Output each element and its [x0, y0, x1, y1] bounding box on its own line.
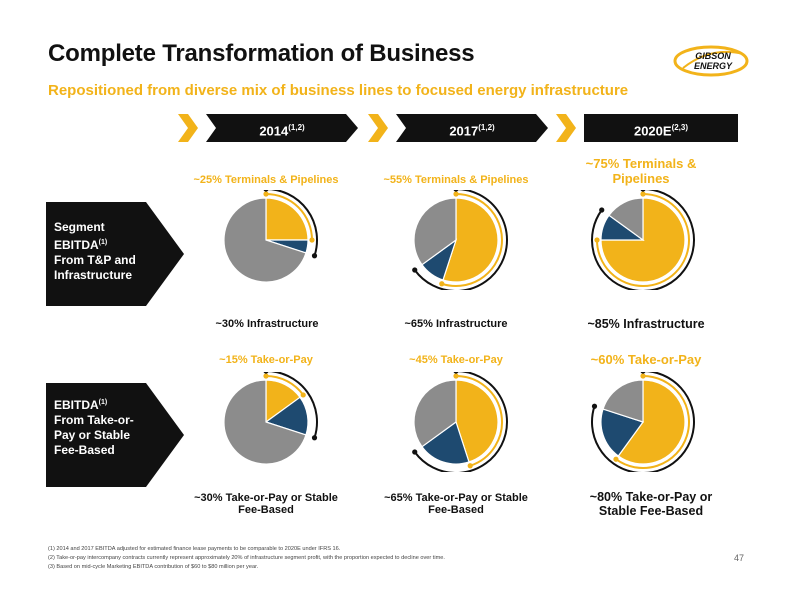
column-header-2020e: 2020E(2,3)	[556, 114, 740, 142]
row-label-background	[46, 202, 184, 306]
bracket-arc-total	[265, 190, 318, 257]
bracket-arc-total-endpoint	[591, 403, 598, 409]
footnote: (3) Based on mid-cycle Marketing EBITDA …	[48, 564, 259, 570]
pie-slice-take-or-pay	[455, 379, 499, 463]
pie-slice-terminals-pipelines	[265, 197, 309, 241]
bracket-arc-total-endpoint	[453, 372, 459, 374]
column-footnote-ref: (1,2)	[288, 123, 305, 132]
bracket-arc-total	[265, 372, 318, 439]
pie-chart-2017-take-or-pay	[412, 372, 508, 472]
bracket-arc-total-endpoint	[263, 190, 269, 192]
bracket-arc-primary	[615, 375, 690, 469]
bracket-arc-primary-endpoint	[263, 373, 269, 379]
chevron-icon	[368, 114, 388, 142]
pie-chart-2017-segment	[412, 190, 508, 290]
bracket-arc-total-endpoint	[640, 190, 646, 192]
bracket-arc-total-endpoint	[263, 372, 269, 374]
row-label-title: Segment EBITDA	[54, 220, 105, 252]
chevron-icon	[178, 114, 198, 142]
bracket-arc-total-endpoint	[412, 267, 418, 273]
bracket-arc-primary	[265, 375, 305, 396]
pie-slice-stable-fee-based	[421, 421, 470, 465]
bracket-arc-primary-endpoint	[640, 191, 646, 197]
pie-bottom-label: ~85% Infrastructure	[587, 317, 705, 331]
bracket-arc-total	[591, 190, 695, 290]
pie-top-label: ~45% Take-or-Pay	[409, 354, 503, 366]
bracket-arc-total-endpoint	[412, 449, 418, 455]
column-year: 2014	[259, 123, 289, 139]
pie-top-label: ~75% Terminals & Pipelines	[585, 156, 697, 186]
pie-bottom-label: ~65% Infrastructure	[404, 318, 508, 330]
pie-chart-2020e-take-or-pay	[591, 372, 695, 472]
pie-slice-terminals-pipelines	[442, 197, 499, 283]
pie-chart-2020e-segment	[591, 190, 695, 290]
pie-chart-2014-take-or-pay	[223, 372, 318, 465]
chevron-icon	[556, 114, 576, 142]
row-label-subtitle: From Take-or-Pay or Stable Fee-Based	[54, 413, 134, 457]
bracket-arc-total-endpoint	[453, 190, 459, 192]
column-year: 2017	[449, 123, 479, 139]
row-label-footnote-ref: (1)	[98, 239, 108, 246]
bracket-arc-total-endpoint	[599, 207, 605, 213]
bracket-arc-primary-endpoint	[640, 373, 646, 379]
bracket-arc-primary	[441, 193, 503, 287]
pie-bottom-label: ~30% Take-or-Pay or Stable Fee-Based	[194, 492, 338, 516]
column-footnote-ref: (1,2)	[478, 123, 495, 132]
bracket-arc-primary-endpoint	[613, 456, 619, 462]
pie-slice-take-or-pay	[617, 379, 686, 465]
footnote: (1) 2014 and 2017 EBITDA adjusted for es…	[48, 546, 341, 552]
logo-text-line2: ENERGY	[694, 61, 733, 71]
logo-text-line1: GIBSON	[695, 51, 731, 61]
pie-bottom-label: ~80% Take-or-Pay or Stable Fee-Based	[589, 490, 713, 518]
row-label-take-or-pay: EBITDA(1) From Take-or-Pay or Stable Fee…	[46, 383, 184, 487]
bracket-arc-primary	[455, 375, 503, 467]
pie-bottom-label: ~65% Take-or-Pay or Stable Fee-Based	[384, 492, 528, 516]
pie-slice-stable-fee-based	[600, 408, 644, 457]
pie-slice-other	[223, 197, 307, 283]
pie-top-label: ~15% Take-or-Pay	[219, 354, 313, 366]
bracket-arc-primary-endpoint	[453, 191, 459, 197]
pie-slice-other	[413, 197, 457, 266]
column-header-2017: 2017(1,2)	[368, 114, 548, 142]
bracket-arc-primary-endpoint	[300, 392, 306, 398]
column-year: 2020E	[633, 123, 672, 139]
pie-top-label: ~55% Terminals & Pipelines	[383, 174, 529, 186]
pie-top-label: ~60% Take-or-Pay	[590, 352, 702, 367]
bracket-arc-total	[413, 190, 508, 290]
bracket-arc-total	[591, 372, 695, 472]
bracket-arc-total	[413, 372, 508, 472]
column-footnote-ref: (2,3)	[671, 123, 689, 132]
bracket-arc-primary-endpoint	[467, 463, 473, 469]
pie-slice-other	[602, 379, 644, 423]
bracket-arc-total-endpoint	[311, 253, 318, 259]
bracket-arc-primary-endpoint	[453, 373, 459, 379]
bracket-arc-total-endpoint	[311, 435, 318, 441]
bracket-arc-primary	[596, 193, 690, 287]
bracket-arc-primary-endpoint	[309, 237, 315, 243]
column-header-2014: 2014(1,2)	[178, 114, 358, 142]
footnote: (2) Take-or-pay intercompany contracts c…	[48, 555, 445, 561]
page-number: 47	[734, 553, 745, 563]
gibson-energy-logo: GIBSON ENERGY	[673, 45, 749, 77]
pie-slice-terminals-pipelines	[600, 197, 686, 283]
pie-top-label: ~25% Terminals & Pipelines	[193, 174, 339, 186]
row-label-segment-ebitda: Segment EBITDA(1) From T&P and Infrastru…	[46, 202, 184, 306]
bracket-arc-primary-endpoint	[439, 281, 445, 287]
pie-slice-other	[608, 197, 644, 242]
bracket-arc-total-endpoint	[640, 372, 646, 374]
bracket-arc-primary	[265, 193, 313, 241]
page-title: Complete Transformation of Business	[48, 40, 475, 67]
row-label-title: EBITDA	[54, 398, 99, 412]
pie-chart-2014-segment	[223, 190, 318, 283]
row-label-footnote-ref: (1)	[98, 399, 108, 406]
bracket-arc-primary-endpoint	[594, 237, 600, 243]
row-label-background	[46, 383, 184, 487]
pie-bottom-label: ~30% Infrastructure	[215, 318, 319, 330]
bracket-arc-primary-endpoint	[263, 191, 269, 197]
row-label-subtitle: From T&P and Infrastructure	[54, 253, 136, 282]
page-subtitle: Repositioned from diverse mix of busines…	[48, 82, 629, 99]
pie-slice-other	[413, 379, 457, 448]
pie-slice-other	[223, 379, 307, 465]
